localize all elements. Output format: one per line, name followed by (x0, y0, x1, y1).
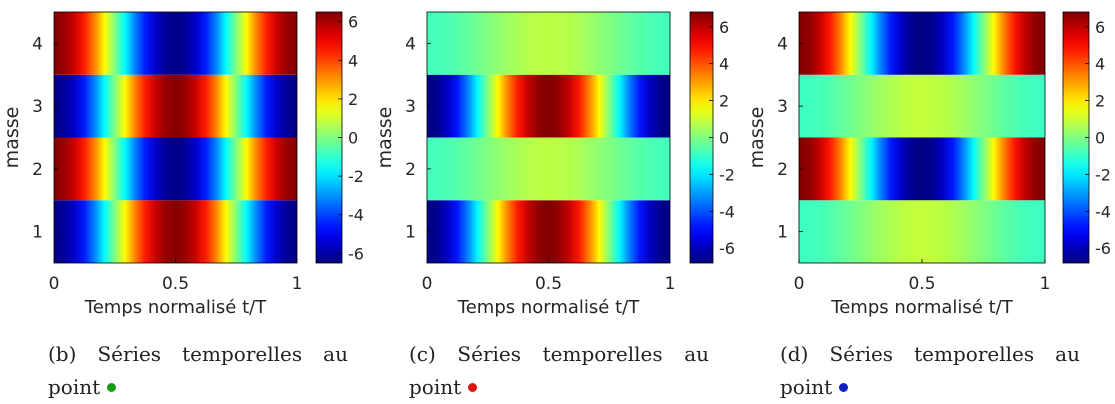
chart-b: 1 2 3 4 0 0.5 1 Temps normalisé t/T masse -6 -4 -2 0… (1, 12, 364, 318)
y-tick-label: 4 (777, 34, 788, 54)
caption-d: (d) Séries temporelles au point (780, 338, 1080, 404)
y-tick-label: 2 (777, 160, 788, 180)
colorbar-tick-label: -2 (348, 167, 364, 186)
x-axis-label: Temps normalisé t/T (830, 297, 1013, 318)
colorbar-tick-label: -6 (348, 244, 364, 263)
colorbar-tick-label: -2 (719, 165, 735, 184)
colorbar-tick-label: -4 (348, 206, 364, 225)
colorbar-tick-label: 4 (719, 55, 729, 74)
x-tick-label: 0 (794, 274, 805, 294)
colorbar-tick-label: -6 (719, 239, 735, 258)
caption-b-text: (b) Séries temporelles au point (48, 342, 348, 399)
heatmap-row-masse-3 (54, 75, 297, 138)
x-tick-label: 0.5 (162, 274, 189, 294)
colorbar-tick-label: 0 (1095, 129, 1105, 148)
x-tick-label: 0.5 (535, 274, 562, 294)
colorbar-tick-label: 0 (719, 129, 729, 148)
colorbar-tick-label: 2 (348, 90, 358, 109)
heatmap-row-masse-2 (427, 138, 670, 201)
heatmap-row-masse-3 (799, 75, 1045, 138)
green-dot-icon (107, 383, 116, 392)
caption-b: (b) Séries temporelles au point (48, 338, 348, 404)
heatmap-row-masse-4 (427, 12, 670, 75)
x-tick-label: 0 (422, 274, 433, 294)
colorbar-tick-label: -4 (1095, 202, 1111, 221)
y-tick-label: 1 (32, 223, 43, 243)
y-tick-label: 2 (405, 160, 416, 180)
blue-dot-icon (839, 383, 848, 392)
heatmap-row-masse-1 (799, 200, 1045, 263)
red-dot-icon (468, 383, 477, 392)
x-axis-label: Temps normalisé t/T (84, 297, 267, 318)
heatmap-row-masse-3 (427, 75, 670, 138)
colorbar-tick-label: -2 (1095, 165, 1111, 184)
caption-d-text: (d) Séries temporelles au point (780, 342, 1080, 399)
heatmap-row-masse-2 (799, 138, 1045, 201)
x-axis-label: Temps normalisé t/T (457, 297, 640, 318)
colorbar-tick-label: 4 (1095, 55, 1105, 74)
y-tick-label: 1 (777, 223, 788, 243)
y-tick-label: 4 (405, 34, 416, 54)
y-tick-label: 3 (777, 97, 788, 117)
figure: 1 2 3 4 0 0.5 1 Temps normalisé t/T masse -6 -4 -2 0… (0, 0, 1115, 335)
heatmap-row-masse-1 (427, 200, 670, 263)
colorbar-tick-label: 2 (1095, 92, 1105, 111)
colorbar-tick-label: 6 (348, 13, 358, 32)
chart-c: 1 2 3 4 0 0.5 1 Temps normalisé t/T masse -6 -4 -2 0… (374, 12, 735, 318)
colorbar-tick-label: -6 (1095, 239, 1111, 258)
x-tick-label: 1 (1040, 274, 1051, 294)
y-tick-label: 3 (32, 97, 43, 117)
heatmap-row-masse-4 (799, 12, 1045, 75)
y-tick-label: 3 (405, 97, 416, 117)
y-axis-label: masse (1, 107, 23, 169)
colorbar-tick-label: 6 (1095, 18, 1105, 37)
caption-c-text: (c) Séries temporelles au point (409, 342, 709, 399)
y-axis-label: masse (746, 107, 768, 169)
heatmap-row-masse-2 (54, 138, 297, 201)
colorbar-tick-label: -4 (719, 202, 735, 221)
colorbar-tick-label: 6 (719, 18, 729, 37)
y-tick-label: 4 (32, 34, 43, 54)
x-tick-label: 1 (665, 274, 676, 294)
colorbar-tick-label: 0 (348, 129, 358, 148)
y-axis-label: masse (374, 107, 396, 169)
heatmap-row-masse-4 (54, 12, 297, 75)
x-tick-label: 1 (292, 274, 303, 294)
heatmap-row-masse-1 (54, 200, 297, 263)
colorbar-tick-label: 4 (348, 51, 358, 70)
chart-d: 1 2 3 4 0 0.5 1 Temps normalisé t/T masse -6 -4 -2 0… (746, 12, 1111, 318)
y-tick-label: 2 (32, 160, 43, 180)
x-tick-label: 0.5 (908, 274, 935, 294)
colorbar-tick-label: 2 (719, 92, 729, 111)
caption-c: (c) Séries temporelles au point (409, 338, 709, 404)
x-tick-label: 0 (49, 274, 60, 294)
y-tick-label: 1 (405, 223, 416, 243)
